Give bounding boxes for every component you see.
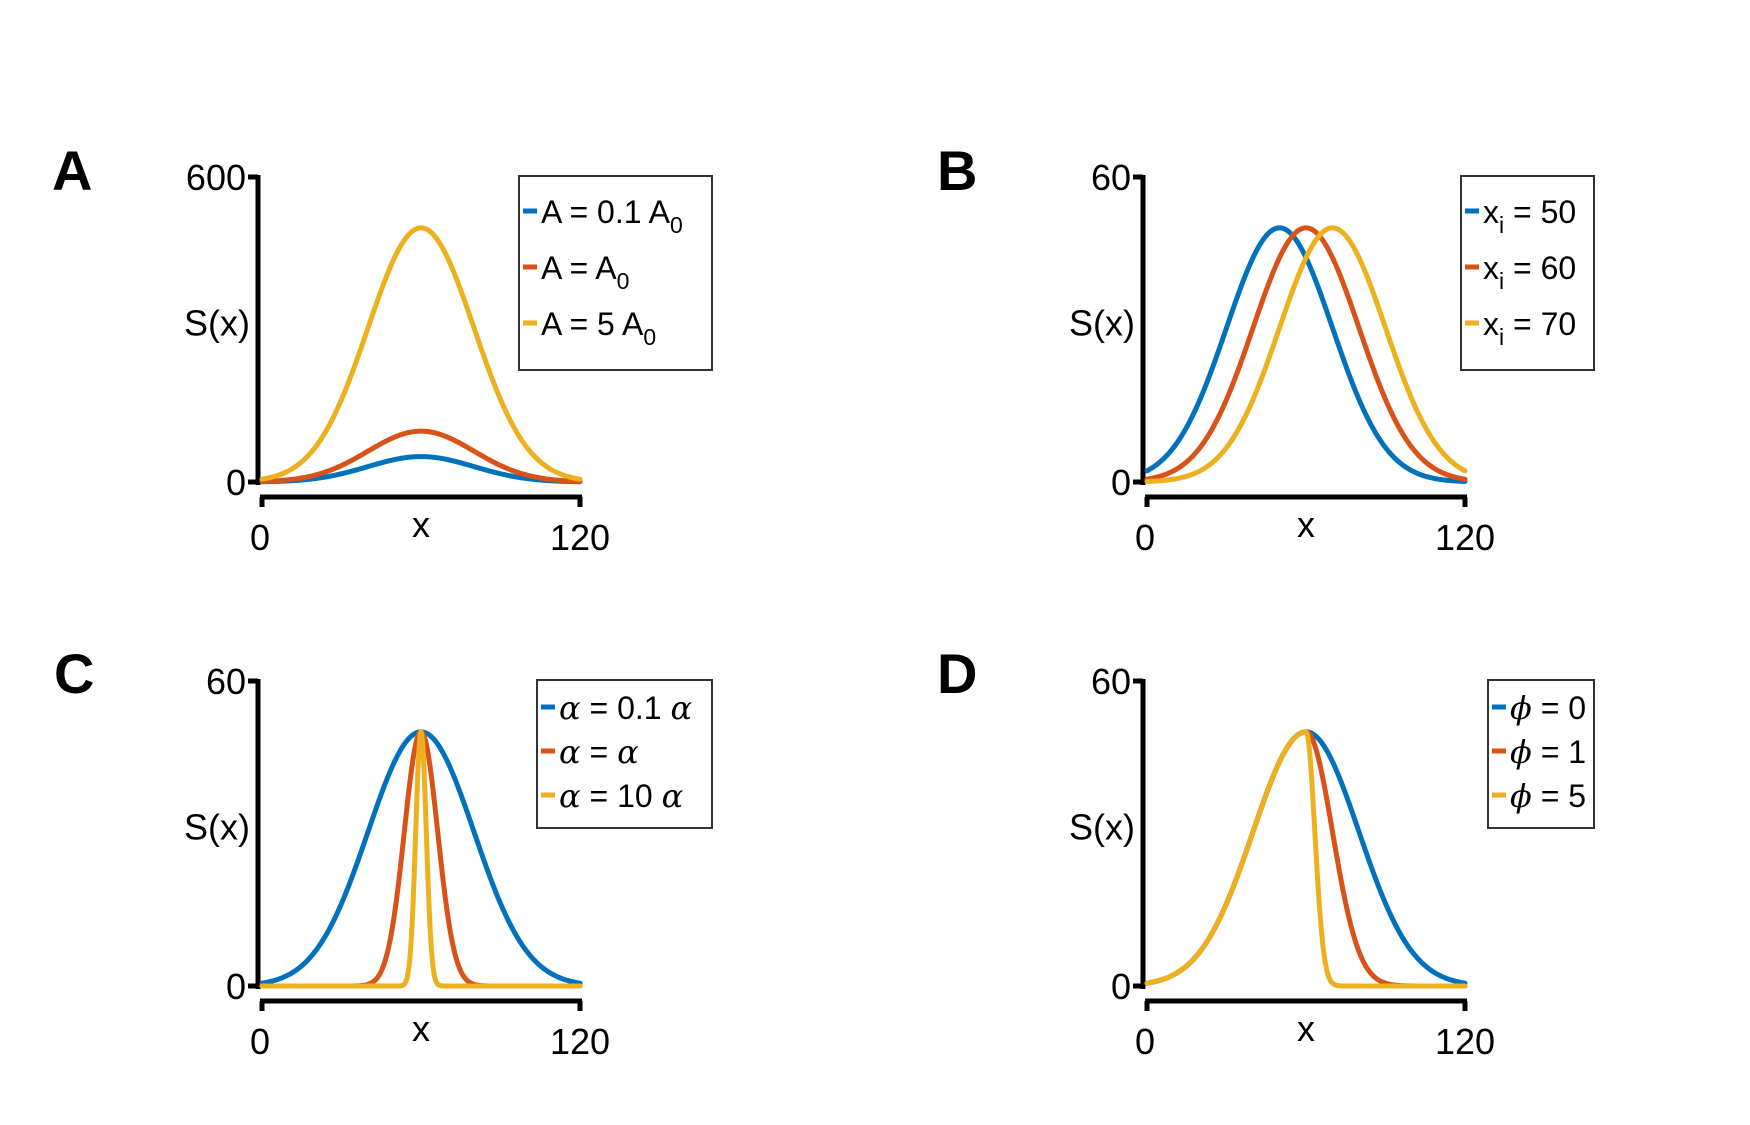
legend-subscript: 0	[670, 212, 683, 238]
legend: A = 0.1 A0A = A0A = 5 A0	[518, 175, 713, 371]
x-axis-label: x	[412, 1008, 430, 1049]
legend-entry: α = 10 α	[559, 777, 683, 815]
x-tick-label: 120	[1435, 1021, 1495, 1062]
y-axis-label: S(x)	[184, 807, 250, 848]
series-line-2	[259, 729, 583, 989]
x-tick-label: 120	[1435, 517, 1495, 558]
series-line-1	[259, 454, 583, 485]
x-axis-label: x	[1297, 504, 1315, 545]
legend-subscript: i	[1499, 268, 1504, 294]
series-line-3	[259, 729, 583, 989]
y-tick-label: 60	[206, 661, 246, 702]
legend-text-part: =	[581, 734, 617, 770]
legend: α = 0.1 αα = αα = 10 α	[536, 679, 713, 829]
legend-text-part: = 1	[1532, 734, 1586, 770]
legend-text-part: A = A	[541, 250, 617, 286]
x-axis-label: x	[1297, 1008, 1315, 1049]
legend-entry: ϕ = 5	[1510, 777, 1586, 815]
legend-text-part: ϕ	[1510, 733, 1532, 771]
x-axis-label: x	[412, 504, 430, 545]
series-line-1	[259, 729, 583, 986]
panel-letter: B	[937, 139, 977, 202]
legend-text-part: ϕ	[1510, 689, 1532, 727]
legend: ϕ = 0ϕ = 1ϕ = 5	[1487, 679, 1595, 829]
series-line-2	[259, 428, 583, 484]
legend-text-part: = 5	[1532, 778, 1586, 814]
panel-letter: A	[52, 139, 92, 202]
legend-text-part: A = 5 A	[541, 306, 644, 342]
series-line-2	[1144, 729, 1468, 989]
legend-text-part: = 60	[1504, 250, 1576, 286]
legend-text-part: α	[559, 689, 581, 727]
legend-box	[536, 679, 713, 829]
legend-text-part: α	[559, 777, 581, 815]
legend-text-part: = 0	[1532, 690, 1586, 726]
legend-text-part: x	[1483, 306, 1499, 342]
legend-entry: xi = 60	[1483, 250, 1576, 294]
legend-text-part: ϕ	[1510, 777, 1532, 815]
legend-entry: α = α	[559, 733, 639, 771]
series-line-3	[1144, 225, 1468, 484]
x-tick-label: 0	[1135, 517, 1155, 558]
panel-letter: C	[54, 642, 94, 705]
legend-entry: ϕ = 1	[1510, 733, 1586, 771]
legend-entry: α = 0.1 α	[559, 689, 692, 727]
series-line-1	[1144, 729, 1468, 986]
legend-box	[1460, 175, 1595, 371]
legend-text-part: α	[670, 689, 692, 727]
legend-entry: A = A0	[541, 250, 629, 294]
x-tick-label: 120	[550, 1021, 610, 1062]
series-line-3	[1144, 729, 1468, 989]
x-tick-label: 0	[250, 517, 270, 558]
legend-text-part: = 10	[581, 778, 662, 814]
y-tick-label: 60	[1091, 661, 1131, 702]
legend-text-part: = 50	[1504, 194, 1576, 230]
y-tick-label: 600	[186, 157, 246, 198]
x-tick-label: 0	[1135, 1021, 1155, 1062]
y-axis-label: S(x)	[1069, 807, 1135, 848]
series-line-3	[259, 225, 583, 482]
legend-text-part: = 0.1	[581, 690, 671, 726]
y-axis-label: S(x)	[1069, 303, 1135, 344]
legend-subscript: i	[1499, 212, 1504, 238]
legend-text-part: = 70	[1504, 306, 1576, 342]
legend-text-part: α	[617, 733, 639, 771]
y-tick-label: 0	[226, 966, 246, 1007]
legend-text-part: α	[662, 777, 684, 815]
legend-box	[518, 175, 713, 371]
legend-entry: xi = 50	[1483, 194, 1576, 238]
x-tick-label: 0	[250, 1021, 270, 1062]
y-tick-label: 0	[1111, 462, 1131, 503]
legend-entry: A = 0.1 A0	[541, 194, 683, 238]
legend-subscript: i	[1499, 324, 1504, 350]
y-tick-label: 0	[226, 462, 246, 503]
legend-entry: ϕ = 0	[1510, 689, 1586, 727]
legend-text-part: A = 0.1 A	[541, 194, 671, 230]
legend-entry: A = 5 A0	[541, 306, 656, 350]
legend-subscript: 0	[617, 268, 630, 294]
y-tick-label: 60	[1091, 157, 1131, 198]
legend-text-part: α	[559, 733, 581, 771]
legend-text-part: x	[1483, 250, 1499, 286]
legend-entry: xi = 70	[1483, 306, 1576, 350]
y-tick-label: 0	[1111, 966, 1131, 1007]
y-axis-label: S(x)	[184, 303, 250, 344]
series-line-1	[1144, 225, 1468, 484]
series-line-2	[1144, 225, 1468, 482]
legend-text-part: x	[1483, 194, 1499, 230]
x-tick-label: 120	[550, 517, 610, 558]
panel-letter: D	[937, 642, 977, 705]
legend-subscript: 0	[643, 324, 656, 350]
